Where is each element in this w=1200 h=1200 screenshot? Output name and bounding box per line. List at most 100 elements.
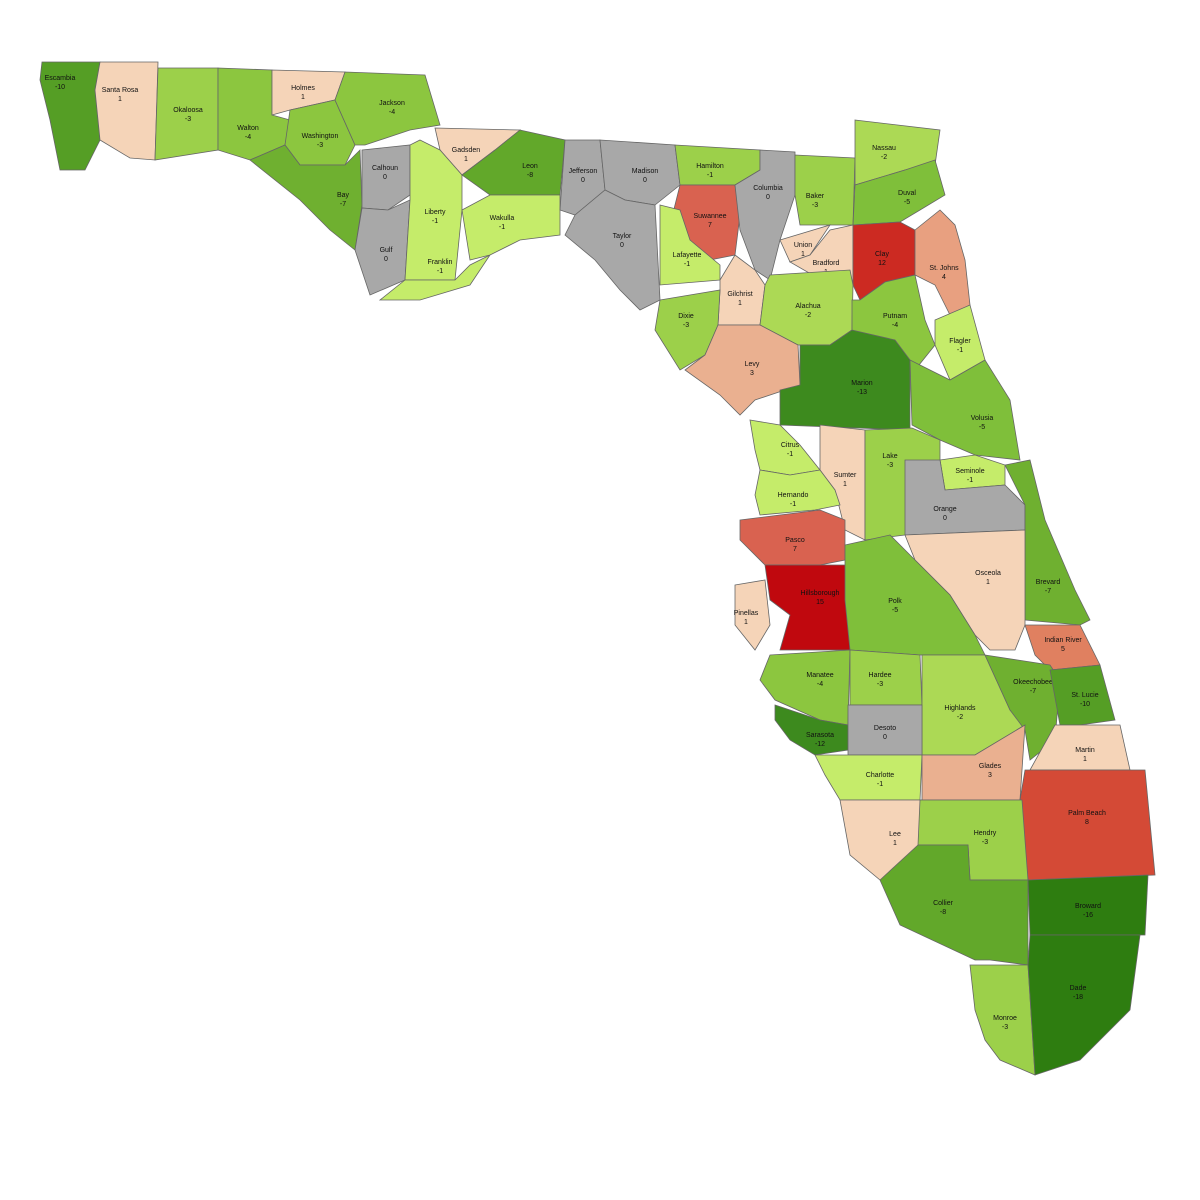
county-name: Gulf — [380, 247, 393, 254]
county-name: Liberty — [424, 209, 446, 216]
county-value: 1 — [843, 481, 847, 488]
county-value: -4 — [892, 322, 898, 329]
county-name: Levy — [745, 361, 760, 368]
county — [739, 509, 846, 566]
county — [794, 154, 856, 226]
county-name: Monroe — [993, 1015, 1017, 1022]
county-name: Duval — [898, 190, 916, 197]
county-name: Gadsden — [452, 147, 481, 154]
county-value: -2 — [957, 714, 963, 721]
county-value: 1 — [986, 579, 990, 586]
county-value: -1 — [787, 451, 793, 458]
county-name: Columbia — [753, 185, 783, 192]
county — [754, 469, 841, 516]
county-name: Nassau — [872, 145, 896, 152]
county-value: -3 — [982, 839, 988, 846]
county — [774, 704, 849, 756]
county — [461, 194, 561, 261]
county-value: -1 — [437, 268, 443, 275]
county-value: 5 — [1061, 646, 1065, 653]
county-name: Hernando — [778, 492, 809, 499]
county-name: Glades — [979, 763, 1002, 770]
county-value: -1 — [707, 172, 713, 179]
county-value: -7 — [1030, 688, 1036, 695]
county-value: -12 — [815, 741, 825, 748]
county-value: 1 — [118, 96, 122, 103]
county-value: -7 — [1045, 588, 1051, 595]
county-name: Lake — [882, 453, 897, 460]
county-value: -18 — [1073, 994, 1083, 1001]
county-name: Orange — [933, 506, 956, 513]
county-value: -13 — [857, 389, 867, 396]
county-name: Madison — [632, 168, 659, 175]
county-name: Dixie — [678, 313, 694, 320]
county-value: 0 — [620, 242, 624, 249]
county-value: 7 — [793, 546, 797, 553]
county-name: Volusia — [971, 415, 994, 422]
county-value: 1 — [301, 94, 305, 101]
county-name: Dade — [1070, 985, 1087, 992]
county-name: Osceola — [975, 570, 1001, 577]
county-name: Okeechobee — [1013, 679, 1053, 686]
county-name: Putnam — [883, 313, 907, 320]
county-value: -4 — [245, 134, 251, 141]
county-value: 0 — [643, 177, 647, 184]
county-value: 0 — [943, 515, 947, 522]
county-value: -1 — [499, 224, 505, 231]
county — [914, 209, 971, 316]
county — [1027, 934, 1141, 1076]
county-value: 7 — [708, 222, 712, 229]
county-name: Hillsborough — [801, 590, 840, 597]
county — [659, 204, 721, 286]
county-value: 0 — [383, 174, 387, 181]
county-name: Bay — [337, 192, 350, 199]
county-value: 1 — [744, 619, 748, 626]
county-name: Manatee — [806, 672, 833, 679]
county-name: Escambia — [45, 75, 76, 82]
county-name: Lafayette — [673, 252, 702, 259]
county-value: -1 — [684, 261, 690, 268]
county-value: 0 — [766, 194, 770, 201]
county-name: Marion — [851, 380, 873, 387]
county-value: -1 — [790, 501, 796, 508]
county — [764, 564, 851, 651]
county-value: -3 — [683, 322, 689, 329]
county-value: 3 — [750, 370, 754, 377]
county-name: Franklin — [428, 259, 453, 266]
county-value: 1 — [893, 840, 897, 847]
county-name: Hamilton — [696, 163, 724, 170]
county-value: -10 — [55, 84, 65, 91]
county-value: 3 — [988, 772, 992, 779]
county-value: -16 — [1083, 912, 1093, 919]
county-name: Pinellas — [734, 610, 759, 617]
county-name: Hendry — [974, 830, 997, 837]
county-name: Seminole — [955, 468, 984, 475]
county-value: -4 — [389, 109, 395, 116]
county-value: -5 — [892, 607, 898, 614]
county-name: Charlotte — [866, 772, 895, 779]
county-name: Santa Rosa — [102, 87, 139, 94]
county-value: 0 — [384, 256, 388, 263]
county-name: Gilchrist — [727, 291, 752, 298]
county-name: Suwannee — [693, 213, 726, 220]
county-value: -1 — [967, 477, 973, 484]
county-value: 0 — [883, 734, 887, 741]
county — [879, 844, 1029, 966]
county-value: -5 — [979, 424, 985, 431]
county-name: Walton — [237, 125, 259, 132]
county-value: 1 — [464, 156, 468, 163]
county-name: St. Lucie — [1071, 692, 1098, 699]
county-value: 4 — [942, 274, 946, 281]
county-name: Jefferson — [569, 168, 598, 175]
county-name: Okaloosa — [173, 107, 203, 114]
county-name: Citrus — [781, 442, 800, 449]
county-name: Holmes — [291, 85, 315, 92]
county-value: 0 — [581, 177, 585, 184]
county-value: -2 — [881, 154, 887, 161]
county-name: Leon — [522, 163, 538, 170]
county-name: Sarasota — [806, 732, 834, 739]
county — [684, 324, 801, 416]
county-name: Calhoun — [372, 165, 398, 172]
county-name: Union — [794, 242, 812, 249]
county-value: -8 — [940, 909, 946, 916]
